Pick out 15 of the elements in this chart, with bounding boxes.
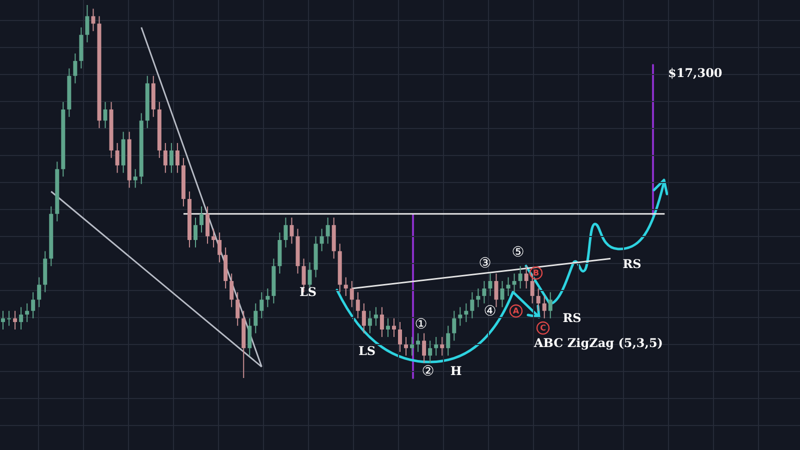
annotation: ②	[422, 364, 434, 380]
annotation: ④	[484, 304, 496, 320]
annotation: B	[532, 268, 540, 278]
annotation: LS	[299, 285, 317, 300]
annotation: H	[450, 364, 462, 378]
annotation: C	[540, 324, 546, 333]
annotation: ABC ZigZag (5,3,5)	[533, 336, 663, 350]
annotation: RS	[562, 311, 582, 326]
annotation: RS	[622, 257, 642, 272]
annotation: LS	[358, 344, 376, 358]
annotation: ⑤	[512, 244, 524, 261]
annotation: $17,300	[668, 66, 722, 80]
annotation: A	[512, 306, 520, 316]
annotation: ①	[414, 316, 428, 333]
annotation: ③	[478, 256, 492, 272]
